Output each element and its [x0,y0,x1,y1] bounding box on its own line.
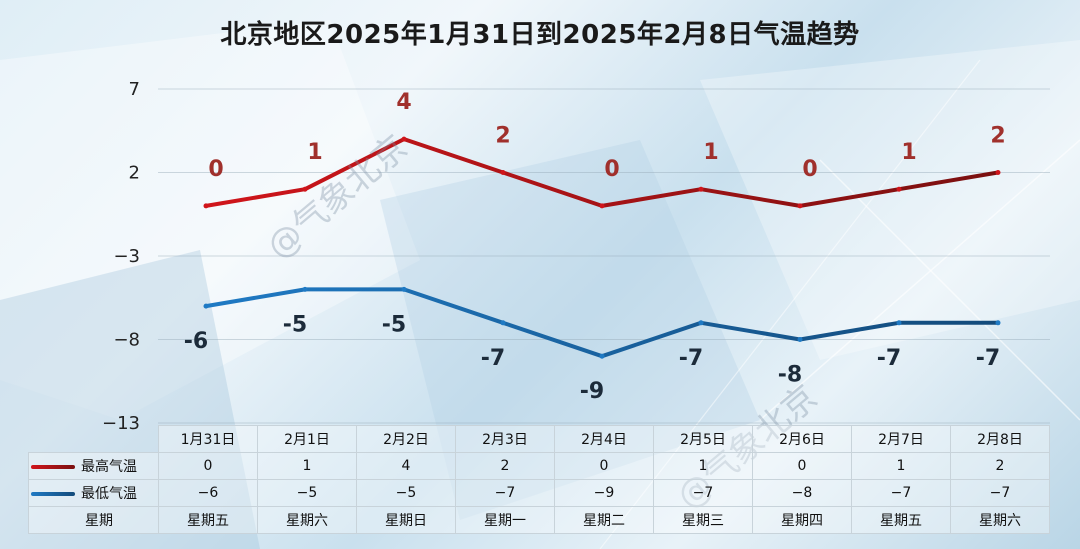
table-cell: −7 [851,479,951,507]
high-temp-point [896,186,902,192]
table-cell: 1 [653,452,753,480]
table-cell: 2月7日 [851,425,951,453]
high-temp-point [401,136,407,142]
table-cell: −7 [455,479,555,507]
table-cell: 4 [356,452,456,480]
low-temp-data-label: -8 [778,363,802,388]
table-cell: 2 [950,452,1050,480]
low-temp-point [203,303,209,309]
y-tick-label: −13 [102,413,140,434]
high-temp-data-label: 1 [703,140,718,165]
table-cell: 星期五 [851,506,951,534]
low-temp-point [995,320,1001,326]
low-temp-point [797,337,803,342]
table-cell: 星期四 [752,506,852,534]
high-temp-point [599,203,605,209]
chart-title: 北京地区2025年1月31日到2025年2月8日气温趋势 [220,20,860,50]
legend-swatch [31,465,75,469]
low-temp-point [401,286,407,292]
table-cell: −5 [356,479,456,507]
table-cell: 0 [158,452,258,480]
low-temp-data-label: -5 [382,312,406,337]
table-cell: 星期一 [455,506,555,534]
table-cell: 2月2日 [356,425,456,453]
low-temp-point [302,286,308,292]
table-row-header: 最低气温 [28,479,159,507]
high-temp-data-label: 1 [901,140,916,165]
table-cell: −7 [653,479,753,507]
high-temp-data-label: 0 [208,157,223,182]
high-temp-point [995,170,1001,175]
high-temp-data-label: 4 [396,90,411,115]
table-cell: −9 [554,479,654,507]
table-cell: 2 [455,452,555,480]
table-cell: 2月4日 [554,425,654,453]
table-cell: 星期六 [950,506,1050,534]
table-cell: −7 [950,479,1050,507]
high-temp-data-label: 2 [990,124,1005,149]
y-tick-label: −3 [113,246,140,267]
low-temp-point [500,320,506,326]
table-row-header: 星期 [28,506,159,534]
data-labels: 0 1 4 2 0 1 0 1 2 -6 -5 -5 -7 -9 -7 -8 -7 -7 [184,90,1006,404]
table-corner [29,426,159,453]
table-cell: 0 [752,452,852,480]
high-temp-point [302,186,308,192]
series-lines [203,136,1001,359]
table-cell: 星期日 [356,506,456,534]
high-temp-point [203,203,209,209]
low-temp-point [599,353,605,359]
table-cell: 2月3日 [455,425,555,453]
table-cell: −8 [752,479,852,507]
table-row-header: 最高气温 [28,452,159,480]
high-temp-point [698,186,704,192]
low-temp-point [698,320,704,326]
high-temp-data-label: 0 [604,157,619,182]
table-cell: 星期六 [257,506,357,534]
table-cell: 1 [257,452,357,480]
data-table: 1月31日 2月1日 2月2日 2月3日 2月4日 2月5日 2月6日 2月7日 2月8日最高气… [28,425,1050,534]
table-cell: 1 [851,452,951,480]
table-cell: 2月6日 [752,425,852,453]
high-temp-point [797,203,803,209]
high-temp-data-label: 0 [802,157,817,182]
table-cell: −5 [257,479,357,507]
table-cell: 1月31日 [158,425,258,453]
table-cell: 0 [554,452,654,480]
table-cell: 2月8日 [950,425,1050,453]
table-cell: 星期二 [554,506,654,534]
y-axis-ticks: 7 2 −3 −8 −13 [102,79,140,434]
high-temp-point [500,170,506,175]
table-cell: 星期三 [653,506,753,534]
y-tick-label: 2 [129,163,140,184]
table-cell: −6 [158,479,258,507]
low-temp-point [896,320,902,326]
low-temp-data-label: -5 [283,312,307,337]
table-cell: 星期五 [158,506,258,534]
legend-swatch [31,492,75,496]
legend-label: 最高气温 [81,459,137,475]
low-temp-data-label: -7 [679,346,703,371]
low-temp-data-label: -9 [580,379,604,404]
high-temp-data-label: 1 [307,140,322,165]
legend-label: 最低气温 [81,486,137,502]
y-tick-label: 7 [129,79,140,100]
table-cell: 2月1日 [257,425,357,453]
table-cell: 2月5日 [653,425,753,453]
weekday-row-label: 星期 [85,513,113,529]
low-temp-data-label: -7 [877,346,901,371]
high-temp-data-label: 2 [495,124,510,149]
low-temp-data-label: -7 [976,346,1000,371]
gridlines [158,88,1050,424]
y-tick-label: −8 [113,330,140,351]
low-temp-data-label: -6 [184,329,208,354]
low-temp-data-label: -7 [481,346,505,371]
